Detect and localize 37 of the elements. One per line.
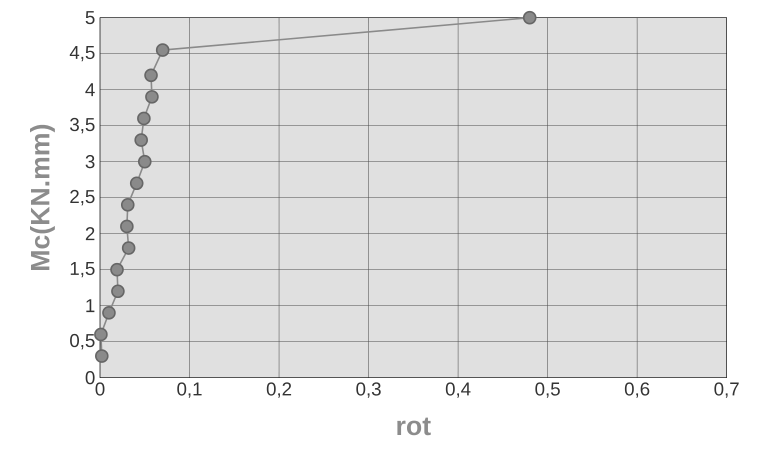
point (134, 133, 148, 147)
y-axis-title: Mc(KN.mm) (30, 124, 55, 270)
point (522, 10, 537, 24)
point (122, 241, 136, 255)
x-tick-label: 0 (96, 382, 104, 396)
y-tick-label: 3,5 (70, 118, 95, 134)
point (138, 154, 152, 168)
point (145, 90, 159, 104)
point (111, 284, 125, 298)
y-tick-label: 5 (86, 11, 95, 24)
x-tick-label: 0,6 (624, 382, 650, 398)
point (102, 306, 116, 320)
x-tick-label: 0,3 (356, 382, 381, 398)
y-tick-label: 1,5 (70, 262, 95, 278)
point (120, 220, 134, 234)
y-tick-label: 0,5 (70, 334, 95, 350)
point (137, 112, 151, 126)
x-tick-label: 0,4 (446, 382, 471, 398)
x-tick-label: 0,7 (714, 382, 739, 398)
point (120, 198, 135, 212)
point (144, 68, 158, 82)
y-tick-label: 1 (86, 299, 94, 312)
y-tick-label: 4,5 (70, 46, 95, 62)
x-tick-label: 0,1 (177, 382, 202, 398)
x-tick-label: 0,2 (266, 382, 292, 398)
point (156, 43, 170, 57)
x-tick-label: 0,5 (535, 382, 560, 398)
y-tick-label: 4 (85, 83, 95, 96)
y-tick-label: 0 (86, 371, 95, 384)
y-tick-label: 2,5 (70, 190, 95, 206)
point (94, 328, 108, 342)
x-axis-title: rot (397, 418, 431, 436)
y-tick-label: 3 (86, 155, 94, 168)
point (95, 349, 109, 363)
y-tick-label: 2 (86, 227, 94, 240)
point (130, 176, 144, 190)
point (110, 262, 124, 276)
